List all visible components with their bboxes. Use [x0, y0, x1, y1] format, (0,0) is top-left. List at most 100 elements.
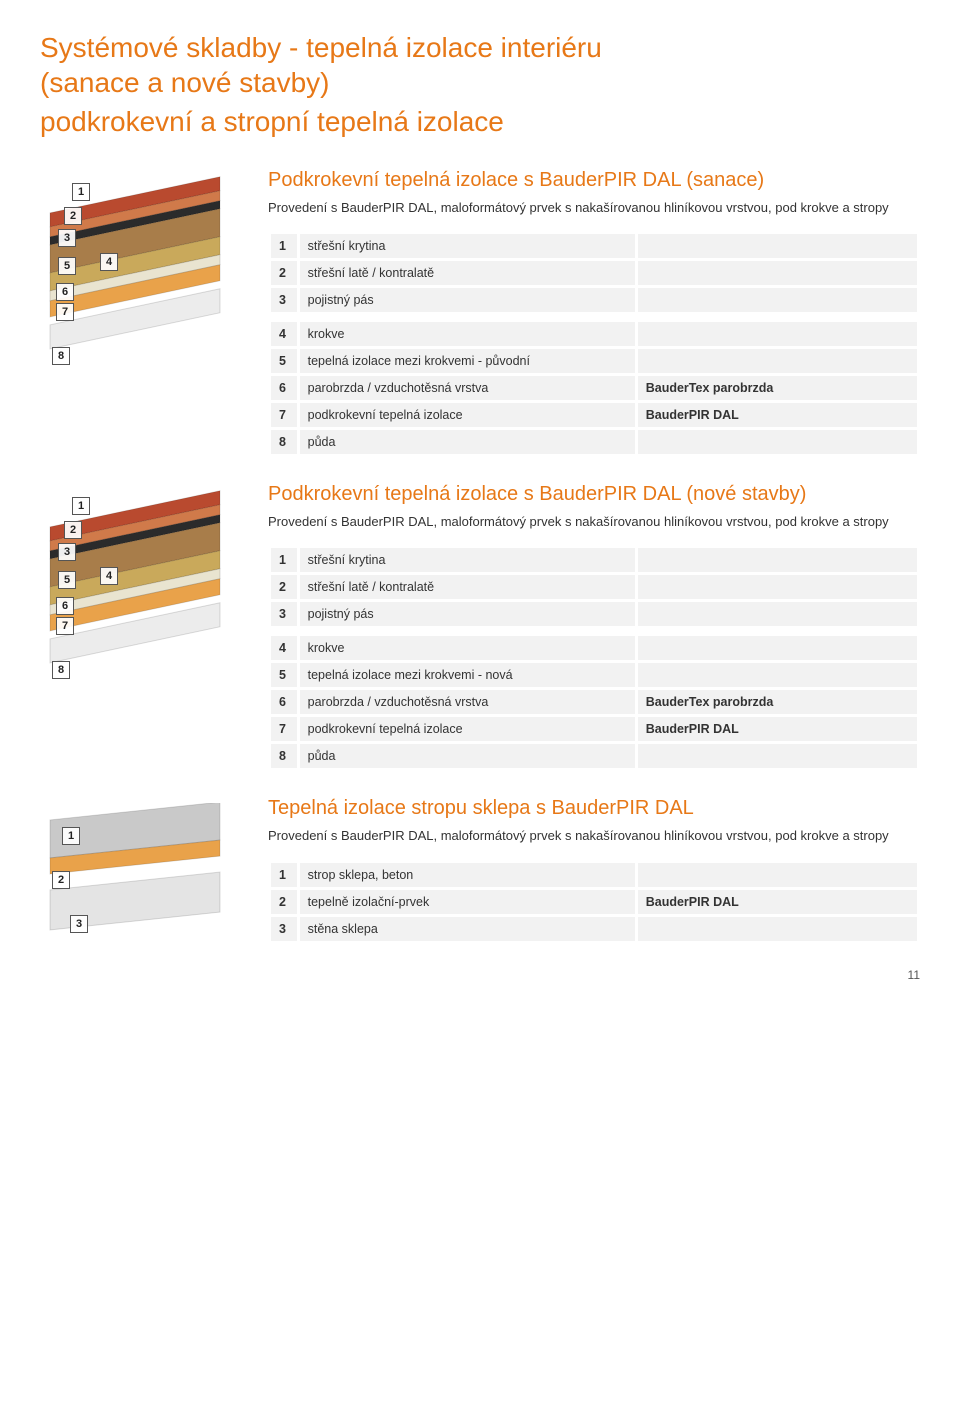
row-product	[638, 663, 917, 687]
row-product	[638, 602, 917, 626]
row-num: 2	[271, 890, 297, 914]
section-sanace: 1 2 3 4 5 6 7 8 Podkrokevní tepelná izolace s B…	[40, 167, 920, 457]
row-desc: pojistný pás	[300, 288, 635, 312]
section3-heading: Tepelná izolace stropu sklepa s BauderPI…	[268, 795, 920, 821]
diagram-label: 6	[56, 283, 74, 301]
diagram-label: 1	[62, 827, 80, 845]
table-row: 1strop sklepa, beton	[271, 863, 917, 887]
row-num: 7	[271, 403, 297, 427]
diagram-label: 4	[100, 567, 118, 585]
diagram-label: 3	[58, 229, 76, 247]
row-desc: podkrokevní tepelná izolace	[300, 717, 635, 741]
row-product	[638, 430, 917, 454]
row-desc: podkrokevní tepelná izolace	[300, 403, 635, 427]
row-product	[638, 917, 917, 941]
table-row: 7podkrokevní tepelná izolaceBauderPIR DA…	[271, 403, 917, 427]
table-row: 3stěna sklepa	[271, 917, 917, 941]
row-product	[638, 349, 917, 373]
section-nove-stavby: 1 2 3 4 5 6 7 8 Podkrokevní tepelná izolace s B…	[40, 481, 920, 771]
page-number: 11	[40, 968, 920, 982]
row-desc: tepelná izolace mezi krokvemi - původní	[300, 349, 635, 373]
row-product	[638, 636, 917, 660]
row-product	[638, 744, 917, 768]
row-product: BauderPIR DAL	[638, 890, 917, 914]
table-row: 4krokve	[271, 322, 917, 346]
row-num: 3	[271, 602, 297, 626]
page-title: Systémové skladby - tepelná izolace inte…	[40, 30, 920, 100]
diagram-label: 8	[52, 347, 70, 365]
row-num: 4	[271, 636, 297, 660]
row-num: 4	[271, 322, 297, 346]
row-desc: půda	[300, 430, 635, 454]
row-num: 5	[271, 349, 297, 373]
row-num: 2	[271, 261, 297, 285]
section1-table: 1střešní krytina2střešní latě / kontrala…	[268, 231, 920, 457]
table-row: 2tepelně izolační-prvekBauderPIR DAL	[271, 890, 917, 914]
table-row: 1střešní krytina	[271, 234, 917, 258]
table-row: 6parobrzda / vzduchotěsná vrstvaBauderTe…	[271, 690, 917, 714]
table-row: 2střešní latě / kontralatě	[271, 261, 917, 285]
diagram-label: 5	[58, 257, 76, 275]
row-num: 1	[271, 234, 297, 258]
row-num: 1	[271, 863, 297, 887]
row-product: BauderTex parobrzda	[638, 376, 917, 400]
row-product: BauderTex parobrzda	[638, 690, 917, 714]
row-desc: krokve	[300, 636, 635, 660]
table-row: 7podkrokevní tepelná izolaceBauderPIR DA…	[271, 717, 917, 741]
section3-intro: Provedení s BauderPIR DAL, maloformátový…	[268, 827, 920, 845]
table-row: 5tepelná izolace mezi krokvemi - nová	[271, 663, 917, 687]
row-num: 2	[271, 575, 297, 599]
section2-heading: Podkrokevní tepelná izolace s BauderPIR …	[268, 481, 920, 507]
section1-heading: Podkrokevní tepelná izolace s BauderPIR …	[268, 167, 920, 193]
row-desc: krokve	[300, 322, 635, 346]
section-sklep: 1 2 3 Tepelná izolace stropu sklepa s Baud…	[40, 795, 920, 943]
table-row: 1střešní krytina	[271, 548, 917, 572]
diagram-label: 8	[52, 661, 70, 679]
table-row: 3pojistný pás	[271, 602, 917, 626]
table-row: 2střešní latě / kontralatě	[271, 575, 917, 599]
row-product	[638, 322, 917, 346]
row-product	[638, 575, 917, 599]
row-num: 3	[271, 288, 297, 312]
diagram-label: 5	[58, 571, 76, 589]
table-row: 8půda	[271, 430, 917, 454]
table-row: 8půda	[271, 744, 917, 768]
table-row: 4krokve	[271, 636, 917, 660]
row-product	[638, 288, 917, 312]
diagram-label: 3	[58, 543, 76, 561]
title-line-2: (sanace a nové stavby)	[40, 67, 330, 98]
row-product	[638, 234, 917, 258]
row-desc: tepelně izolační-prvek	[300, 890, 635, 914]
row-desc: tepelná izolace mezi krokvemi - nová	[300, 663, 635, 687]
diagram-label: 6	[56, 597, 74, 615]
row-product: BauderPIR DAL	[638, 717, 917, 741]
row-num: 1	[271, 548, 297, 572]
table-row: 5tepelná izolace mezi krokvemi - původní	[271, 349, 917, 373]
diagram-nove: 12345678	[40, 481, 240, 771]
row-desc: parobrzda / vzduchotěsná vrstva	[300, 690, 635, 714]
row-product	[638, 863, 917, 887]
diagram-label: 2	[64, 521, 82, 539]
page-subtitle: podkrokevní a stropní tepelná izolace	[40, 104, 920, 139]
table-row: 3pojistný pás	[271, 288, 917, 312]
section3-table: 1strop sklepa, beton 2tepelně izolační-pr…	[268, 860, 920, 944]
row-desc: střešní krytina	[300, 234, 635, 258]
row-num: 6	[271, 376, 297, 400]
section2-intro: Provedení s BauderPIR DAL, maloformátový…	[268, 513, 920, 531]
diagram-sklep: 1 2 3	[40, 795, 240, 943]
diagram-label: 3	[70, 915, 88, 933]
diagram-label: 2	[52, 871, 70, 889]
row-product	[638, 548, 917, 572]
diagram-label: 7	[56, 303, 74, 321]
diagram-label: 4	[100, 253, 118, 271]
row-desc: střešní latě / kontralatě	[300, 575, 635, 599]
table-row: 6parobrzda / vzduchotěsná vrstvaBauderTe…	[271, 376, 917, 400]
row-num: 6	[271, 690, 297, 714]
diagram-label: 7	[56, 617, 74, 635]
row-desc: střešní latě / kontralatě	[300, 261, 635, 285]
row-num: 7	[271, 717, 297, 741]
row-desc: půda	[300, 744, 635, 768]
section2-table: 1střešní krytina 2střešní latě / kontrala…	[268, 545, 920, 771]
row-num: 5	[271, 663, 297, 687]
row-desc: parobrzda / vzduchotěsná vrstva	[300, 376, 635, 400]
